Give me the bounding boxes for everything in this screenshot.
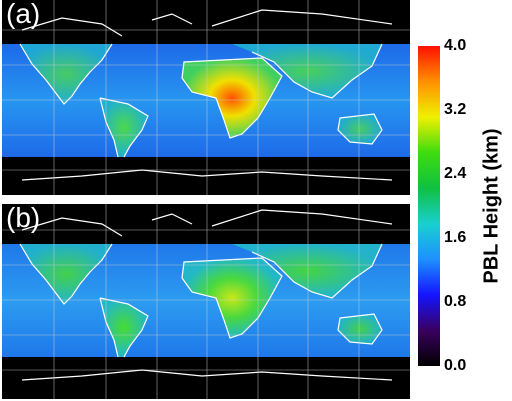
colorbar (418, 46, 440, 366)
panel-label-a: (a) (6, 0, 41, 29)
map-panel-b: (b) (2, 204, 410, 399)
south-america-land (100, 98, 148, 157)
eurasia-land (232, 44, 382, 98)
north-america-land (20, 44, 112, 104)
eurasia-land (232, 244, 382, 298)
colorbar-tick-0-8: 0.8 (444, 293, 467, 310)
colorbar-tick-3-2: 3.2 (444, 101, 467, 118)
graticule (2, 204, 410, 399)
colorbar-tick-4-0: 4.0 (444, 37, 467, 54)
colorbar-tick-2-4: 2.4 (444, 165, 467, 182)
map-panel-a: (a) (2, 0, 410, 195)
map-a-svg (2, 0, 410, 195)
graticule (2, 0, 410, 195)
north-america-land (20, 244, 112, 304)
australia-land (338, 314, 382, 344)
colorbar-tick-1-6: 1.6 (444, 229, 467, 246)
panel-label-b: (b) (6, 204, 41, 233)
colorbar-tick-0-0: 0.0 (444, 357, 467, 374)
map-b-svg (2, 204, 410, 399)
australia-land (338, 114, 382, 144)
south-america-land (100, 298, 148, 357)
colorbar-title: PBL Height (km) (480, 128, 503, 284)
coastline-outline (19, 9, 393, 181)
